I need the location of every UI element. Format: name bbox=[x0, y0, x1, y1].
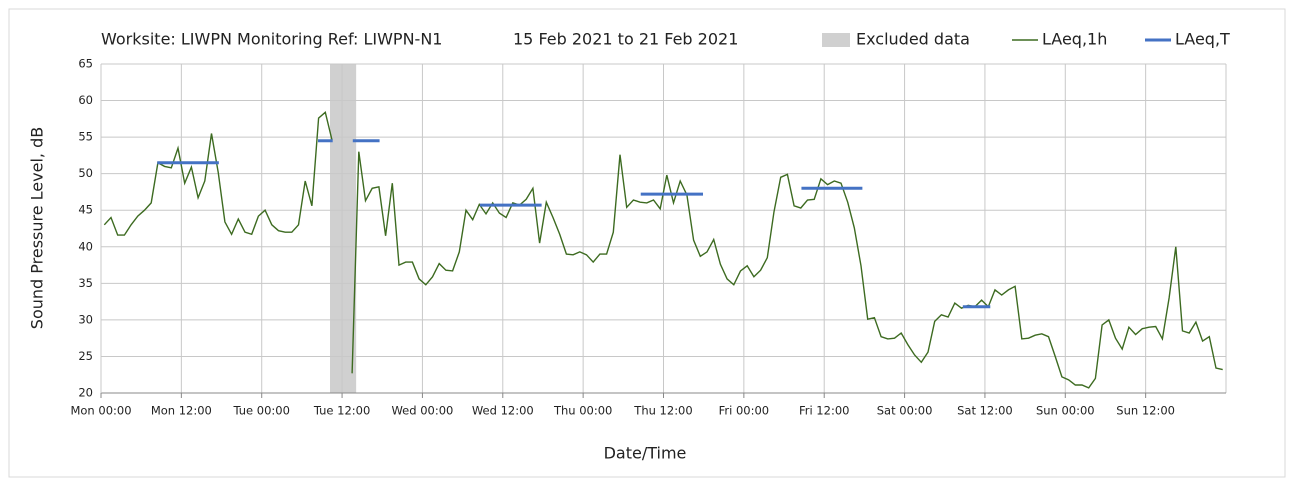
y-tick-label: 45 bbox=[78, 203, 93, 217]
legend-label: Excluded data bbox=[856, 30, 970, 49]
y-tick-label: 20 bbox=[78, 386, 93, 400]
x-tick-label: Mon 00:00 bbox=[70, 404, 131, 418]
x-tick-label: Wed 00:00 bbox=[391, 404, 453, 418]
y-tick-label: 50 bbox=[78, 166, 93, 180]
x-tick-label: Sat 12:00 bbox=[957, 404, 1013, 418]
x-tick-label: Wed 12:00 bbox=[472, 404, 534, 418]
y-tick-label: 25 bbox=[78, 349, 93, 363]
x-tick-label: Tue 12:00 bbox=[313, 404, 370, 418]
y-tick-label: 40 bbox=[78, 239, 93, 253]
chart-title: Worksite: LIWPN Monitoring Ref: LIWPN-N1 bbox=[101, 30, 442, 49]
y-axis-label: Sound Pressure Level, dB bbox=[28, 127, 47, 329]
x-tick-label: Thu 12:00 bbox=[633, 404, 692, 418]
y-tick-label: 65 bbox=[78, 57, 93, 71]
y-tick-label: 30 bbox=[78, 312, 93, 326]
excluded-band bbox=[330, 64, 357, 393]
y-tick-label: 55 bbox=[78, 130, 93, 144]
y-tick-label: 60 bbox=[78, 93, 93, 107]
data-line bbox=[103, 111, 1223, 389]
x-tick-label: Sat 00:00 bbox=[877, 404, 933, 418]
legend-label: LAeq,T bbox=[1175, 30, 1230, 49]
legend-swatch bbox=[822, 33, 850, 47]
x-tick-label: Fri 00:00 bbox=[719, 404, 770, 418]
chart-subtitle: 15 Feb 2021 to 21 Feb 2021 bbox=[513, 30, 738, 49]
x-tick-label: Thu 00:00 bbox=[553, 404, 612, 418]
x-tick-label: Fri 12:00 bbox=[799, 404, 850, 418]
x-tick-label: Sun 00:00 bbox=[1036, 404, 1095, 418]
x-tick-label: Sun 12:00 bbox=[1116, 404, 1175, 418]
y-tick-label: 35 bbox=[78, 276, 93, 290]
x-axis-label: Date/Time bbox=[604, 444, 687, 463]
x-tick-label: Mon 12:00 bbox=[151, 404, 212, 418]
legend-label: LAeq,1h bbox=[1042, 30, 1107, 49]
chart-border bbox=[8, 8, 1286, 478]
x-tick-label: Tue 00:00 bbox=[232, 404, 289, 418]
